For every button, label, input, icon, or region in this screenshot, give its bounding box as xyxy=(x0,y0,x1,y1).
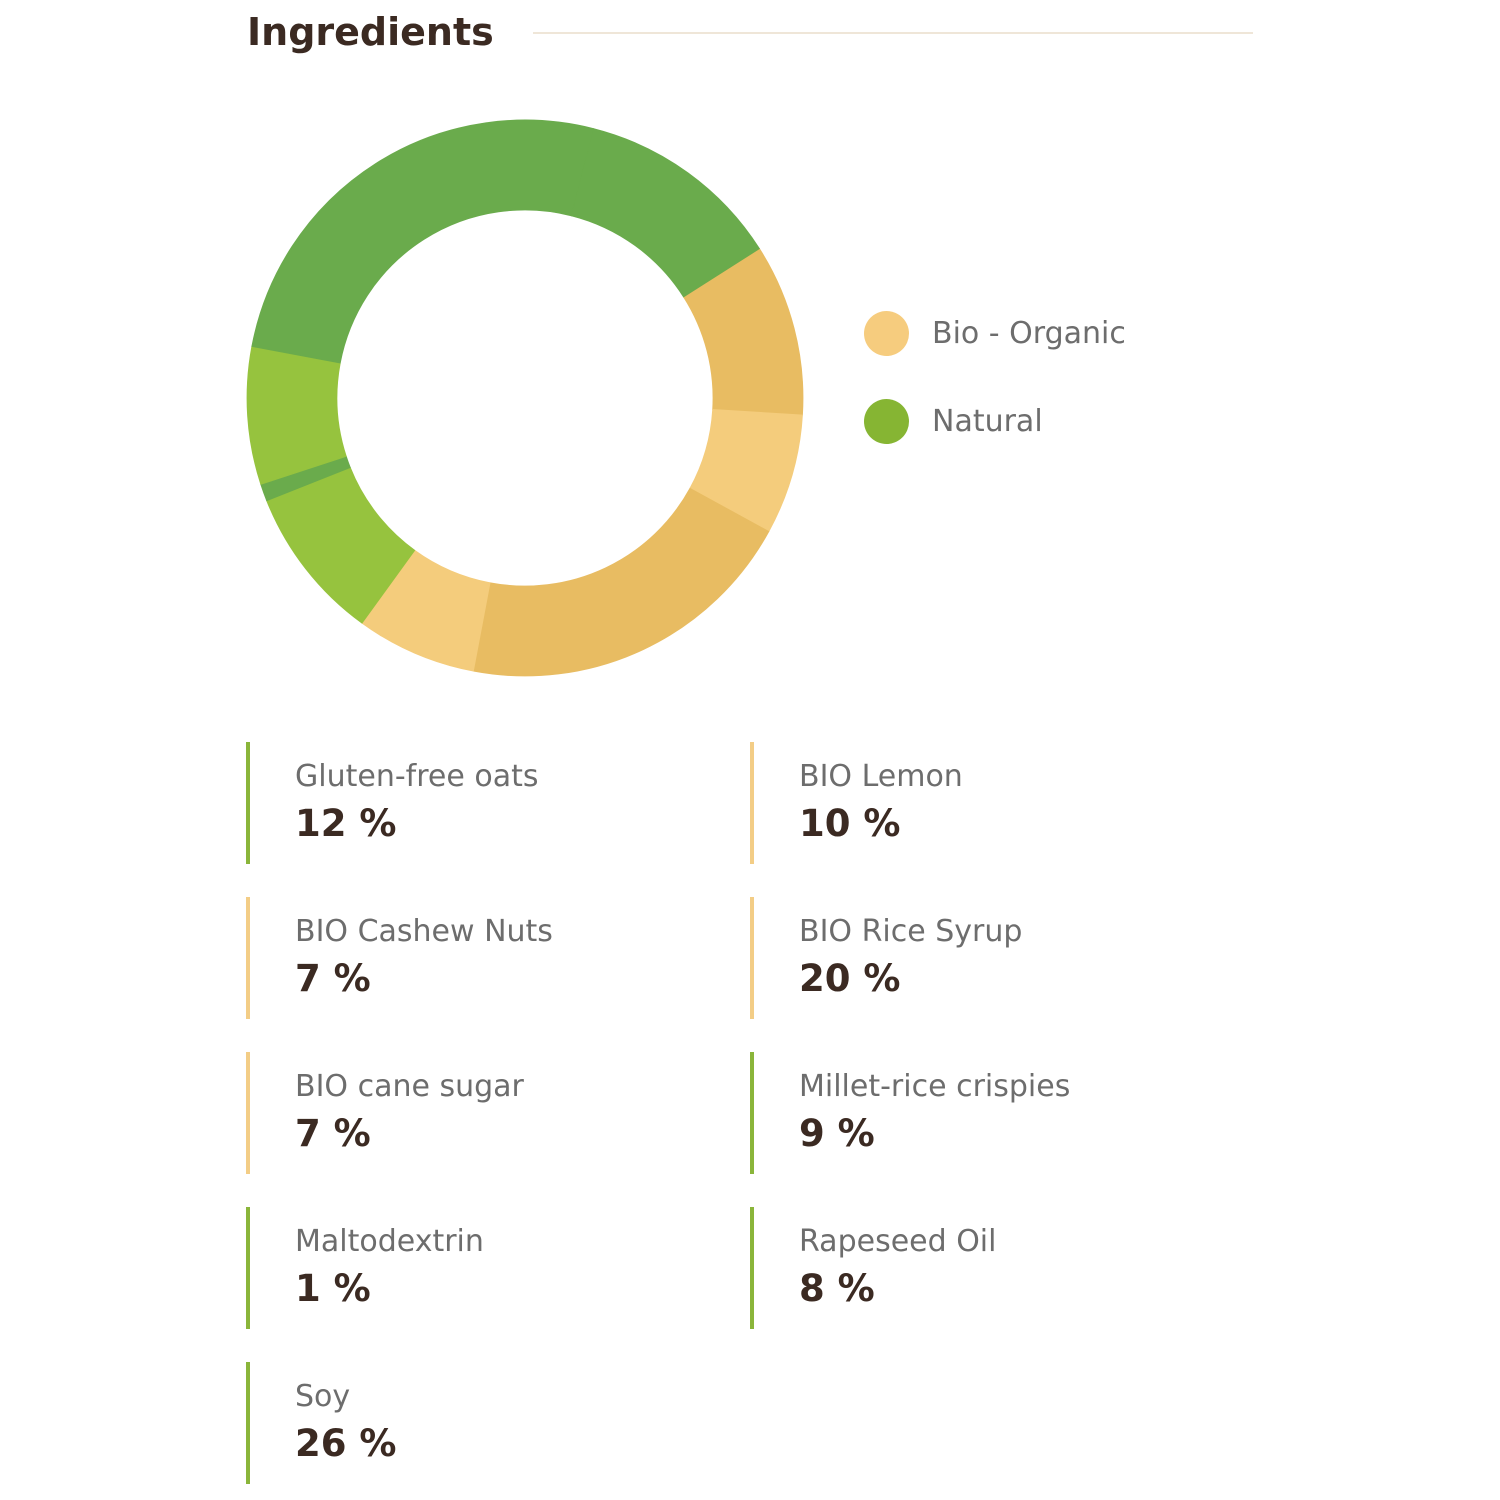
legend-label-natural: Natural xyxy=(932,403,1043,439)
ingredient-percentage: 9 % xyxy=(799,1112,875,1155)
donut-slices xyxy=(246,119,804,677)
legend-swatch-natural xyxy=(864,398,909,444)
ingredient-percentage: 1 % xyxy=(295,1267,371,1310)
legend-swatch-bio-organic xyxy=(864,310,909,356)
title-divider xyxy=(533,32,1253,34)
ingredient-item-rapeseed-oil: Rapeseed Oil 8 % xyxy=(750,1207,1230,1329)
ingredient-percentage: 26 % xyxy=(295,1422,397,1465)
ingredient-percentage: 8 % xyxy=(799,1267,875,1310)
ingredient-name: Maltodextrin xyxy=(295,1224,484,1259)
ingredient-percentage: 7 % xyxy=(295,1112,371,1155)
ingredient-name: Millet-rice crispies xyxy=(799,1069,1071,1104)
legend-label-bio-organic: Bio - Organic xyxy=(932,315,1126,351)
ingredient-item-bio-rice-syrup: BIO Rice Syrup 20 % xyxy=(750,897,1230,1019)
ingredient-percentage: 10 % xyxy=(799,802,901,845)
ingredient-item-maltodextrin: Maltodextrin 1 % xyxy=(246,1207,726,1329)
ingredient-item-bio-cane-sugar: BIO cane sugar 7 % xyxy=(246,1052,726,1174)
donut-slice-bio-rice-syrup xyxy=(472,487,770,677)
ingredient-name: Soy xyxy=(295,1379,351,1414)
ingredient-name: BIO Rice Syrup xyxy=(799,914,1023,949)
ingredient-name: BIO Lemon xyxy=(799,759,963,794)
ingredient-name: Rapeseed Oil xyxy=(799,1224,997,1259)
chart-legend: Bio - Organic Natural xyxy=(864,310,1126,486)
legend-item-bio-organic: Bio - Organic xyxy=(864,310,1126,356)
ingredient-percentage: 7 % xyxy=(295,957,371,1000)
ingredient-name: BIO cane sugar xyxy=(295,1069,524,1104)
ingredient-item-millet-rice-crispies: Millet-rice crispies 9 % xyxy=(750,1052,1230,1174)
ingredient-name: Gluten-free oats xyxy=(295,759,539,794)
donut-slice-gluten-free-oats xyxy=(570,128,761,298)
ingredient-item-soy: Soy 26 % xyxy=(246,1362,726,1484)
ingredient-percentage: 20 % xyxy=(799,957,901,1000)
ingredient-item-bio-lemon: BIO Lemon 10 % xyxy=(750,742,1230,864)
ingredient-item-gluten-free-oats: Gluten-free oats 12 % xyxy=(246,742,726,864)
ingredient-percentage: 12 % xyxy=(295,802,397,845)
legend-item-natural: Natural xyxy=(864,398,1126,444)
ingredient-item-bio-cashew-nuts: BIO Cashew Nuts 7 % xyxy=(246,897,726,1019)
ingredient-name: BIO Cashew Nuts xyxy=(295,914,553,949)
section-title: Ingredients xyxy=(247,10,494,54)
ingredients-donut-chart xyxy=(246,119,804,677)
donut-slice-soy xyxy=(251,119,595,364)
